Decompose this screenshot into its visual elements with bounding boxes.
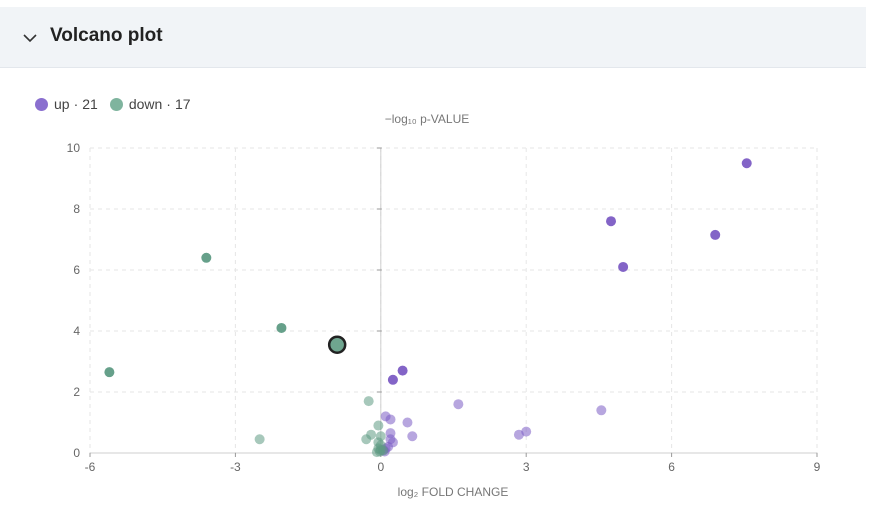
highlighted-data-point <box>327 335 347 354</box>
legend-separator: · <box>166 96 171 112</box>
data-point-down <box>201 252 212 263</box>
data-point-up <box>596 405 607 416</box>
data-point-up <box>407 431 418 442</box>
x-tick-label: 3 <box>523 460 530 474</box>
data-point-down <box>363 396 374 407</box>
panel-title: Volcano plot <box>50 25 163 46</box>
legend-marker-up <box>35 97 48 111</box>
y-tick-label: 6 <box>73 263 80 277</box>
data-point-up <box>402 417 413 428</box>
data-point-up <box>741 158 752 169</box>
legend-marker-down <box>109 97 123 111</box>
x-tick-label: 9 <box>814 460 821 474</box>
y-tick-label: 4 <box>73 324 80 338</box>
legend-separator: · <box>73 96 79 112</box>
y-tick-label: 8 <box>73 202 80 216</box>
data-point-up <box>385 414 396 425</box>
data-point-down <box>373 420 384 431</box>
legend-item-up[interactable]: up · 21 <box>35 96 98 112</box>
data-point-up <box>710 229 721 240</box>
x-axis-title: log₂ FOLD CHANGE <box>397 485 509 499</box>
y-tick-label: 10 <box>67 141 81 155</box>
data-point-up <box>618 261 629 272</box>
x-tick-label: 6 <box>668 460 675 474</box>
y-tick-label: 2 <box>73 385 80 399</box>
y-tick-label: 0 <box>73 446 80 460</box>
x-tick-label: -3 <box>230 460 241 474</box>
legend-count-down: 17 <box>174 96 191 112</box>
x-tick-label: 0 <box>377 460 384 474</box>
legend-item-down[interactable]: down · 17 <box>109 96 191 112</box>
legend-label-up: up <box>54 96 70 112</box>
data-point-up <box>397 365 408 376</box>
data-point-down <box>361 434 372 445</box>
data-point-down <box>276 322 287 333</box>
y-axis-title: −log₁₀ p-VALUE <box>384 112 470 126</box>
legend-count-up: 21 <box>82 96 98 112</box>
data-point-down <box>371 447 382 458</box>
chevron-down-icon[interactable] <box>22 30 38 46</box>
data-point-down <box>104 367 115 378</box>
data-point-up <box>453 399 464 410</box>
legend-label-down: down <box>128 96 163 112</box>
data-point-down <box>254 434 265 445</box>
panel-header[interactable]: Volcano plot <box>0 7 866 68</box>
data-point-up <box>513 429 524 440</box>
data-point-up <box>387 374 398 385</box>
data-point-up <box>606 216 617 227</box>
x-tick-label: -6 <box>85 460 96 474</box>
chart-legend: up · 21 down · 17 <box>35 96 203 112</box>
